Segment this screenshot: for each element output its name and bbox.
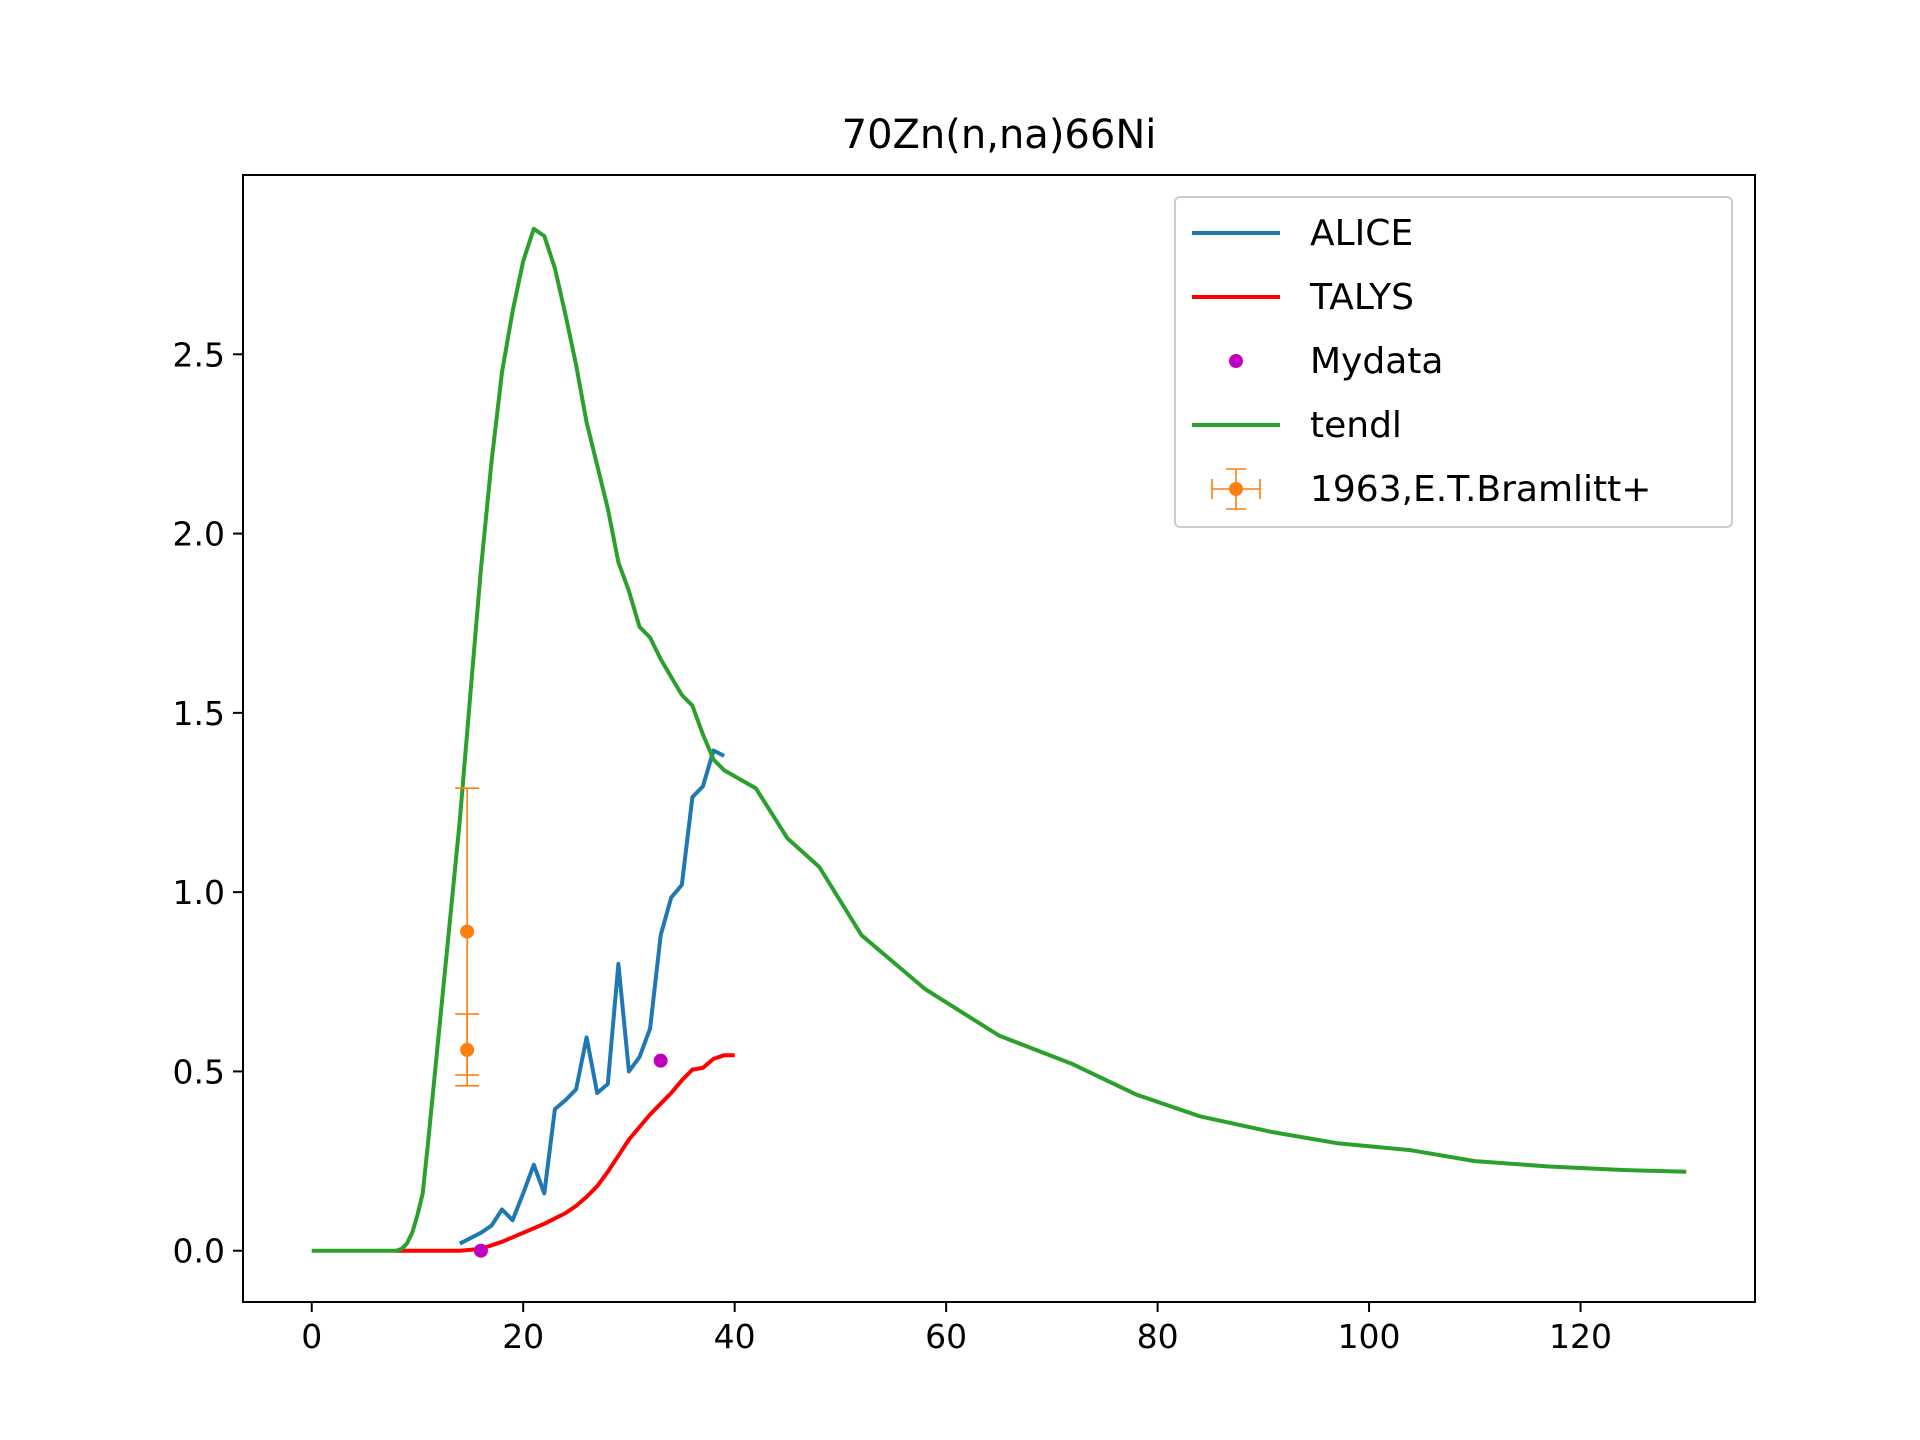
legend-label: 1963,E.T.Bramlitt+ <box>1310 469 1651 510</box>
legend-label: TALYS <box>1309 277 1414 318</box>
x-tick-label: 80 <box>1137 1317 1179 1356</box>
x-tick-label: 20 <box>502 1317 544 1356</box>
legend-label: ALICE <box>1310 213 1413 254</box>
mydata-point <box>473 1243 488 1258</box>
legend-box <box>1174 196 1733 528</box>
x-tick-label: 60 <box>925 1317 967 1356</box>
y-tick-label: 1.0 <box>173 873 225 912</box>
chart-title: 70Zn(n,na)66Ni <box>842 112 1157 158</box>
x-tick-label: 0 <box>301 1317 322 1356</box>
y-tick-label: 2.5 <box>173 335 225 374</box>
legend-label: Mydata <box>1310 341 1443 382</box>
y-tick-label: 0.0 <box>173 1232 225 1271</box>
errorbar-point <box>460 1042 475 1057</box>
series-line-talys <box>396 1053 735 1253</box>
axis-ticks: 0 20 40 60 80 100 120 0.0 0.5 1.0 1.5 2.0 2.5 <box>173 335 1613 1356</box>
y-tick-label: 1.5 <box>173 694 225 733</box>
series-line-tendl <box>311 226 1687 1253</box>
x-tick-label: 100 <box>1338 1317 1401 1356</box>
x-tick-label: 120 <box>1549 1317 1612 1356</box>
x-tick-label: 40 <box>714 1317 756 1356</box>
y-tick-label: 0.5 <box>173 1052 225 1091</box>
plot-area <box>311 226 1687 1258</box>
legend-handle-marker <box>1229 354 1243 368</box>
legend-handle-marker <box>1229 482 1243 496</box>
y-tick-label: 2.0 <box>173 515 225 554</box>
errorbar-point <box>460 924 475 939</box>
axes-frame <box>242 174 1756 1303</box>
mydata-point <box>653 1053 668 1068</box>
series-line-alice <box>458 748 726 1246</box>
legend-label: tendl <box>1310 405 1402 446</box>
legend: ALICE TALYS Mydata tendl 1963,E.T.Bramlitt+ <box>1174 196 1733 528</box>
